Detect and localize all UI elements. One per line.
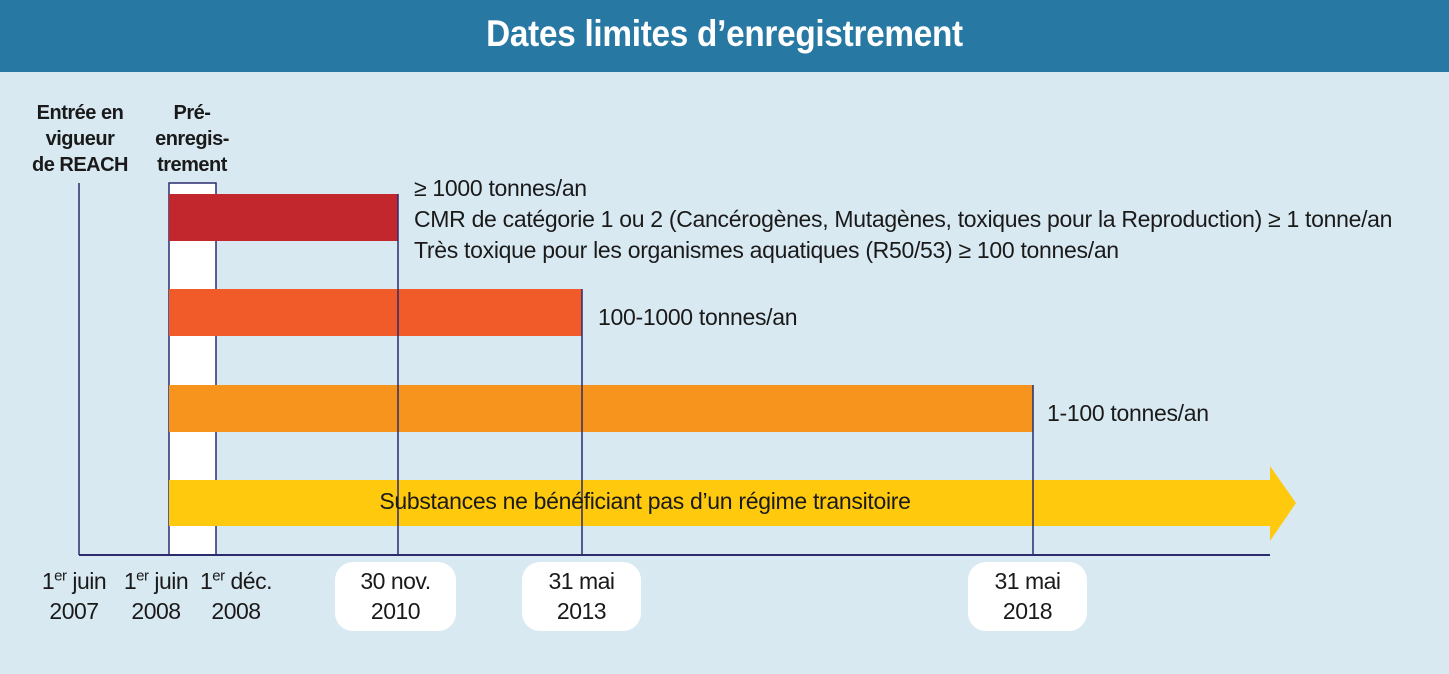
bar-non-phase-in-label: Substances ne bénéficiant pas d’un régim… <box>379 488 911 514</box>
diagram-title: Dates limites d’enregistrement <box>486 13 963 54</box>
title-banner: Dates limites d’enregistrement <box>0 0 1449 72</box>
deadline-badge-2018: 31 mai 2018 <box>968 562 1087 631</box>
pre-registration-label: Pré- enregis- trement <box>155 102 229 176</box>
bar-high-tonnage-label: ≥ 1000 tonnes/an CMR de catégorie 1 ou 2… <box>414 175 1393 263</box>
bar-mid-tonnage <box>169 289 582 336</box>
bar-low-tonnage-label: 1-100 tonnes/an <box>1047 400 1209 426</box>
bar-low-tonnage <box>169 385 1033 432</box>
entry-into-force-label: Entrée en vigueur de REACH <box>31 102 129 176</box>
bar-mid-tonnage-label: 100-1000 tonnes/an <box>598 304 798 330</box>
bar-high-tonnage <box>169 194 398 241</box>
date-pre-registration-start: 1er juin 2008 <box>123 567 189 624</box>
deadline-badge-2013: 31 mai 2013 <box>522 562 641 631</box>
date-entry-into-force: 1er juin 2007 <box>41 567 107 624</box>
bar-non-phase-in-arrow <box>169 466 1296 541</box>
date-pre-registration-end: 1er déc. 2008 <box>199 567 273 624</box>
deadline-badge-2010: 30 nov. 2010 <box>335 562 456 631</box>
